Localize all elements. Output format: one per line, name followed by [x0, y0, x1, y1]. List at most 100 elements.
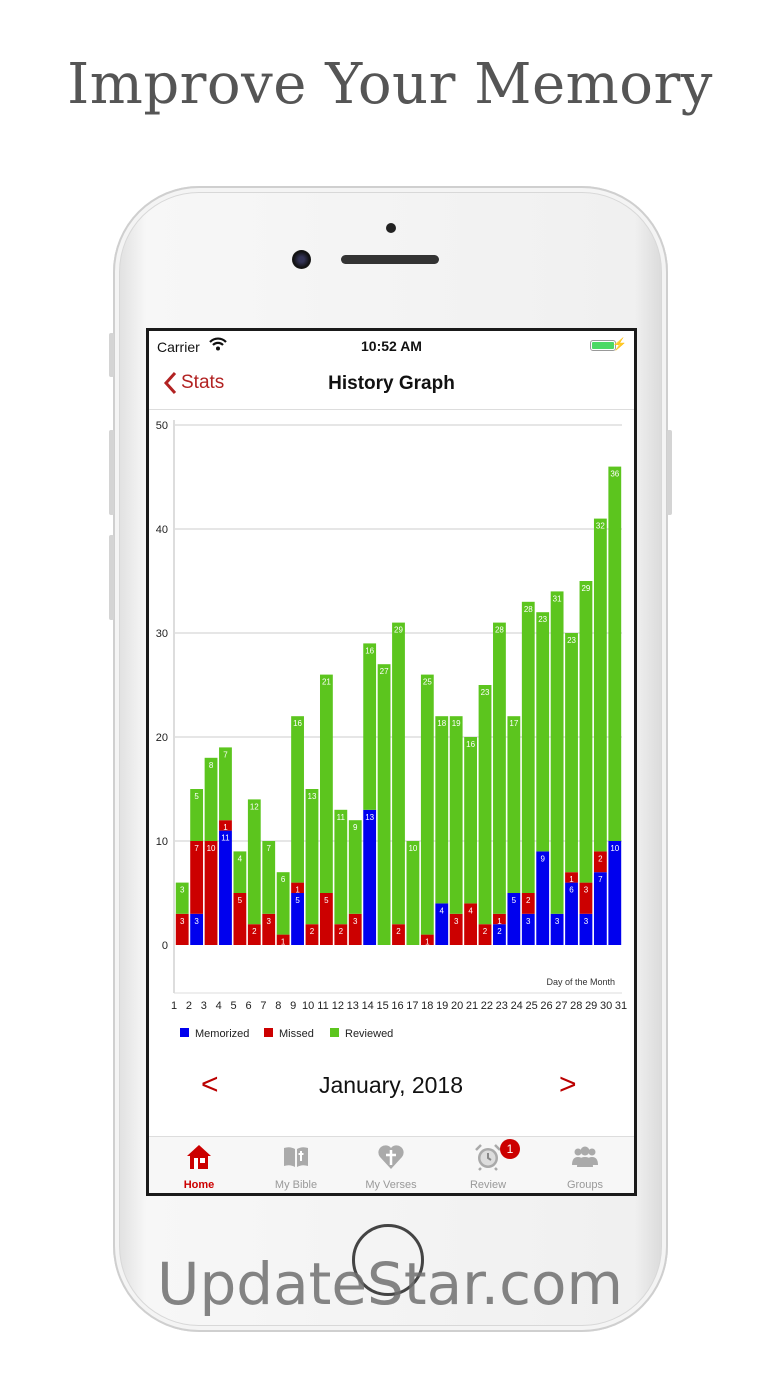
bar-value-label: 3 [454, 917, 459, 926]
bar-reviewed [291, 716, 304, 883]
bar-memorized [550, 913, 564, 945]
carrier-label: Carrier [157, 339, 200, 355]
legend-label: Missed [279, 1028, 314, 1040]
bar-value-label: 8 [209, 761, 214, 770]
bar-value-label: 2 [526, 896, 531, 905]
x-tick-label: 1 [171, 1000, 177, 1012]
bar-value-label: 11 [221, 834, 230, 843]
bar-value-label: 13 [365, 813, 374, 822]
status-bar: Carrier 10:52 AM ⚡ [149, 331, 634, 361]
bar-value-label: 3 [180, 917, 185, 926]
y-tick-label: 30 [156, 628, 168, 640]
x-tick-label: 3 [201, 1000, 207, 1012]
tab-home[interactable]: Home [151, 1137, 247, 1193]
y-tick-label: 0 [162, 940, 168, 952]
bar-reviewed [536, 612, 550, 852]
bar-missed [204, 841, 218, 945]
legend-swatch-missed [264, 1028, 273, 1037]
legend-label: Memorized [195, 1028, 249, 1040]
bar-value-label: 6 [569, 886, 574, 895]
bar-memorized [565, 882, 578, 945]
x-tick-label: 5 [231, 1000, 237, 1012]
bar-missed [493, 913, 506, 925]
x-tick-label: 12 [332, 1000, 344, 1012]
bar-value-label: 7 [194, 844, 199, 853]
bar-missed [392, 924, 405, 945]
charging-icon: ⚡ [612, 337, 627, 351]
tab-label: My Verses [365, 1179, 417, 1191]
bar-value-label: 2 [497, 927, 502, 936]
x-axis-title: Day of the Month [546, 977, 615, 987]
bar-memorized [219, 830, 232, 945]
power-button [667, 430, 672, 515]
home-icon [187, 1145, 211, 1169]
bar-value-label: 23 [538, 615, 547, 624]
bar-reviewed [190, 789, 204, 841]
bar-value-label: 13 [308, 792, 317, 801]
bar-reviewed [204, 757, 218, 841]
bar-reviewed [334, 809, 348, 925]
x-tick-label: 8 [275, 1000, 281, 1012]
bar-value-label: 5 [194, 792, 199, 801]
bar-missed [348, 913, 362, 945]
bar-value-label: 2 [483, 927, 488, 936]
x-tick-label: 17 [406, 1000, 418, 1012]
bar-value-label: 3 [555, 917, 560, 926]
back-label: Stats [181, 372, 225, 393]
bar-reviewed [363, 643, 377, 810]
bar-value-label: 1 [281, 938, 286, 947]
tab-my-bible[interactable]: My Bible [248, 1137, 344, 1193]
bar-value-label: 16 [293, 719, 302, 728]
x-tick-label: 18 [421, 1000, 433, 1012]
bar-value-label: 3 [526, 917, 531, 926]
bar-reviewed [305, 789, 319, 925]
back-button[interactable]: Stats [163, 371, 224, 395]
navigation-bar: Stats History Graph [149, 361, 634, 410]
bar-reviewed [377, 664, 391, 945]
y-tick-label: 20 [156, 732, 168, 744]
bar-reviewed [262, 841, 276, 914]
x-tick-label: 6 [245, 1000, 251, 1012]
next-month-button[interactable]: > [559, 1068, 577, 1101]
bar-reviewed [493, 622, 506, 914]
x-tick-label: 23 [496, 1000, 508, 1012]
bar-reviewed [478, 685, 492, 925]
bar-reviewed [565, 633, 578, 873]
bar-memorized [363, 809, 377, 945]
heart-cross-icon [378, 1145, 404, 1169]
bar-value-label: 2 [396, 927, 401, 936]
bar-value-label: 5 [324, 896, 329, 905]
bar-value-label: 18 [437, 719, 446, 728]
bar-value-label: 21 [322, 678, 331, 687]
home-button[interactable] [352, 1224, 424, 1296]
bar-memorized [593, 872, 607, 945]
front-camera [292, 250, 311, 269]
bar-missed [449, 913, 463, 945]
bar-value-label: 10 [610, 844, 619, 853]
previous-month-button[interactable]: < [201, 1068, 219, 1101]
bar-memorized [608, 841, 622, 945]
review-badge: 1 [500, 1139, 520, 1159]
bar-reviewed [608, 466, 622, 841]
bar-value-label: 5 [238, 896, 243, 905]
tab-groups[interactable]: Groups [537, 1137, 633, 1193]
bible-icon [284, 1147, 308, 1167]
tab-review[interactable]: 1 Review [440, 1137, 536, 1193]
bar-memorized [507, 893, 521, 945]
bar-value-label: 10 [408, 844, 417, 853]
bar-reviewed [392, 622, 405, 925]
x-tick-label: 22 [481, 1000, 493, 1012]
bar-memorized [493, 924, 506, 945]
tab-my-verses[interactable]: My Verses [343, 1137, 439, 1193]
bar-missed [579, 882, 593, 914]
x-tick-label: 20 [451, 1000, 463, 1012]
bar-value-label: 29 [581, 584, 590, 593]
bar-missed [420, 934, 434, 945]
x-tick-label: 28 [570, 1000, 582, 1012]
x-tick-label: 25 [525, 1000, 537, 1012]
bar-reviewed [276, 872, 290, 935]
bar-value-label: 3 [180, 886, 185, 895]
bar-value-label: 25 [423, 678, 432, 687]
bar-memorized [536, 851, 550, 945]
